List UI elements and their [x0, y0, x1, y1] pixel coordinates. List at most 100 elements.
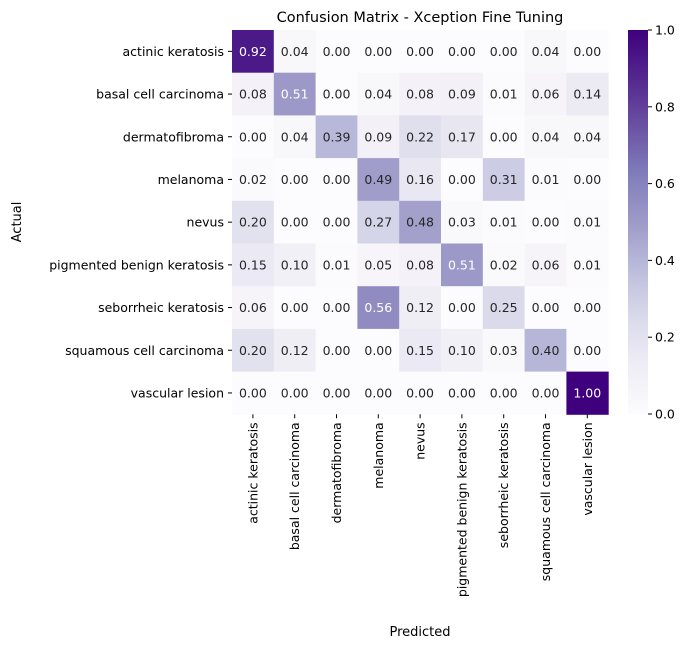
cell-value-label: 0.04 — [573, 129, 601, 144]
cell-value-label: 0.22 — [406, 129, 434, 144]
cell-value-label: 0.00 — [323, 300, 351, 315]
heatmap-cell — [399, 371, 442, 415]
heatmap-cell — [315, 72, 358, 116]
cell-value-label: 0.00 — [364, 44, 392, 59]
heatmap-cell — [315, 243, 358, 287]
heatmap-cells — [232, 30, 609, 415]
heatmap-cell — [357, 72, 400, 116]
heatmap-cell — [315, 200, 358, 244]
x-tick-label: dermatofibroma — [329, 422, 344, 523]
x-tick-label: basal cell carcinoma — [287, 422, 302, 550]
heatmap-cell — [273, 72, 317, 116]
cell-value-label: 0.00 — [490, 129, 518, 144]
heatmap-cell — [273, 371, 317, 415]
heatmap-cell — [441, 328, 484, 373]
cell-value-label: 0.09 — [448, 87, 476, 102]
y-tick-label: vascular lesion — [131, 385, 224, 400]
heatmap-cell — [441, 72, 484, 116]
cell-value-label: 0.00 — [323, 343, 351, 358]
cell-value-label: 0.00 — [448, 172, 476, 187]
cell-value-label: 0.00 — [573, 343, 601, 358]
heatmap-cell — [482, 371, 526, 415]
heatmap-cell — [357, 243, 400, 287]
colorbar-tick-label: 1.0 — [655, 23, 675, 38]
cell-value-label: 0.00 — [281, 172, 309, 187]
cell-value-label: 0.12 — [281, 343, 309, 358]
y-tick-label: melanoma — [158, 172, 224, 187]
y-tick-label: pigmented benign keratosis — [49, 257, 224, 272]
cell-value-label: 0.00 — [323, 44, 351, 59]
cell-value-label: 0.00 — [406, 44, 434, 59]
cell-value-label: 0.00 — [323, 215, 351, 230]
cell-value-label: 0.04 — [364, 87, 392, 102]
cell-value-label: 0.10 — [281, 257, 309, 272]
cell-value-label: 0.00 — [532, 215, 560, 230]
colorbar-ticks: 0.0 0.2 0.4 0.6 0.8 1.0 — [648, 23, 675, 422]
heatmap-cell — [441, 243, 484, 287]
y-tick-label: nevus — [187, 215, 224, 230]
y-tick-labels: actinic keratosis basal cell carcinoma der… — [49, 44, 232, 400]
cell-value-label: 0.00 — [281, 385, 309, 400]
heatmap-cell — [524, 115, 567, 159]
heatmap-cell — [315, 30, 358, 74]
x-tick-labels: actinic keratosis basal cell carcinoma der… — [245, 414, 595, 597]
heatmap-cell — [357, 371, 400, 415]
cell-value-label: 0.39 — [323, 129, 351, 144]
heatmap-cell — [315, 328, 358, 373]
cell-value-label: 0.04 — [281, 44, 309, 59]
cell-value-label: 0.00 — [406, 385, 434, 400]
y-tick-label: squamous cell carcinoma — [65, 343, 224, 358]
cell-value-label: 0.09 — [364, 129, 392, 144]
heatmap-cell — [232, 72, 275, 116]
cell-value-label: 0.16 — [406, 172, 434, 187]
cell-value-label: 0.20 — [239, 215, 267, 230]
cell-value-label: 0.04 — [281, 129, 309, 144]
heatmap-cell — [399, 30, 442, 74]
heatmap-cell — [566, 115, 609, 159]
heatmap-cell — [232, 286, 275, 330]
heatmap-cell — [482, 328, 526, 373]
heatmap-cell — [357, 200, 400, 244]
cell-value-label: 0.10 — [448, 343, 476, 358]
heatmap-cell — [524, 200, 567, 244]
cell-value-label: 0.01 — [323, 257, 351, 272]
heatmap-cell — [441, 158, 484, 202]
heatmap-cell — [482, 200, 526, 244]
cell-value-label: 0.51 — [281, 87, 309, 102]
cell-value-label: 0.27 — [364, 215, 392, 230]
cell-value-label: 0.00 — [281, 300, 309, 315]
cell-value-label: 0.12 — [406, 300, 434, 315]
cell-value-label: 0.01 — [573, 215, 601, 230]
cell-annotations: 0.92 0.04 0.00 0.00 0.00 0.00 0.00 0.04 0.00 0.08… — [239, 44, 601, 401]
heatmap-cell — [273, 200, 317, 244]
cell-value-label: 0.00 — [532, 385, 560, 400]
heatmap-cell — [524, 30, 567, 74]
colorbar-tick-label: 0.4 — [655, 253, 675, 268]
cell-value-label: 0.40 — [532, 343, 560, 358]
heatmap-cell — [566, 371, 609, 415]
cell-value-label: 0.06 — [532, 257, 560, 272]
heatmap-cell — [315, 115, 358, 159]
cell-value-label: 0.15 — [406, 343, 434, 358]
cell-value-label: 0.02 — [239, 172, 267, 187]
heatmap-cell — [441, 115, 484, 159]
heatmap-cell — [566, 158, 609, 202]
heatmap-cell — [357, 158, 400, 202]
heatmap-cell — [524, 158, 567, 202]
cell-value-label: 0.00 — [573, 44, 601, 59]
colorbar-tick-label: 0.6 — [655, 176, 675, 191]
y-tick-label: actinic keratosis — [123, 44, 224, 59]
heatmap-cell — [482, 243, 526, 287]
heatmap-cell — [315, 371, 358, 415]
cell-value-label: 0.48 — [406, 215, 434, 230]
cell-value-label: 0.00 — [323, 87, 351, 102]
cell-value-label: 0.06 — [239, 300, 267, 315]
heatmap-cell — [232, 371, 275, 415]
cell-value-label: 1.00 — [573, 385, 601, 400]
y-tick-label: basal cell carcinoma — [96, 87, 224, 102]
colorbar-tick-label: 0.0 — [655, 407, 675, 422]
heatmap-cell — [524, 243, 567, 287]
x-tick-label: pigmented benign keratosis — [454, 422, 469, 597]
